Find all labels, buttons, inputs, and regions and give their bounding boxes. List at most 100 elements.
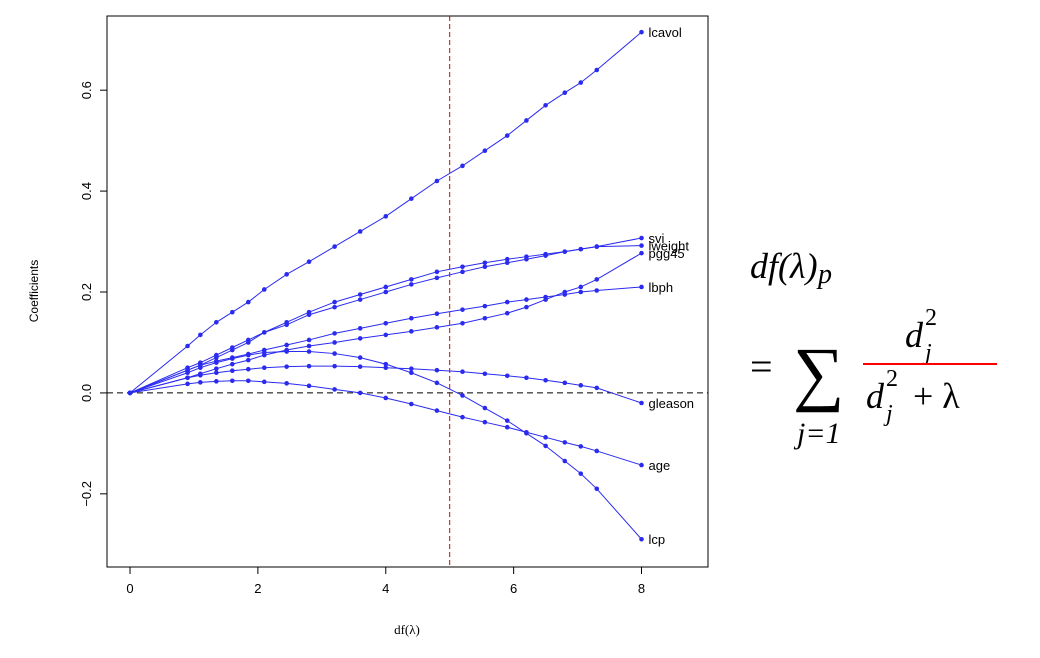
data-point <box>185 343 190 349</box>
data-point <box>214 319 219 325</box>
data-point <box>230 345 235 350</box>
data-point <box>409 329 414 334</box>
data-point <box>504 418 510 423</box>
data-point <box>434 311 440 317</box>
data-point <box>504 373 510 379</box>
data-point <box>261 287 267 292</box>
data-point <box>409 370 414 376</box>
data-point <box>543 103 548 108</box>
data-point <box>434 269 440 275</box>
series-label: gleason <box>649 396 695 411</box>
formula-lhs: df(λ) <box>750 246 818 286</box>
data-point <box>639 462 644 468</box>
series-line <box>129 245 642 394</box>
data-point <box>409 366 414 372</box>
data-point <box>409 196 414 201</box>
data-point <box>434 178 440 184</box>
data-point <box>504 299 510 305</box>
data-point <box>434 408 440 413</box>
series-label: pgg45 <box>649 246 685 261</box>
x-tick-label: 8 <box>638 581 645 596</box>
data-point <box>383 365 389 370</box>
data-point <box>594 277 600 282</box>
data-point <box>284 342 289 348</box>
data-point <box>460 264 465 270</box>
x-tick-label: 0 <box>126 581 133 596</box>
data-point <box>357 336 363 341</box>
data-point <box>306 312 312 318</box>
series-line <box>129 31 642 394</box>
data-point <box>383 284 389 290</box>
data-point <box>214 379 219 384</box>
data-point <box>127 390 133 396</box>
data-point <box>639 243 644 248</box>
data-point <box>460 369 465 375</box>
data-point <box>357 390 363 396</box>
data-point <box>562 440 568 445</box>
series-line <box>129 380 642 466</box>
data-point <box>524 256 529 262</box>
data-point <box>524 304 529 310</box>
data-point <box>383 361 389 367</box>
data-point <box>504 260 510 266</box>
data-point <box>306 349 312 354</box>
data-point <box>543 443 548 449</box>
data-point <box>383 320 389 326</box>
data-point <box>460 414 465 420</box>
formula-den-sup: 2 <box>886 366 898 392</box>
data-point <box>383 332 389 338</box>
formula-sum-lower: j=1 <box>793 417 841 450</box>
data-point <box>434 275 440 281</box>
data-point <box>639 400 644 406</box>
data-point <box>482 371 488 377</box>
data-point <box>185 375 190 381</box>
data-point <box>594 448 600 454</box>
data-point <box>230 356 235 361</box>
data-point <box>482 303 488 309</box>
formula-equals: = <box>750 344 773 389</box>
data-point <box>482 260 488 266</box>
data-point <box>383 395 389 401</box>
data-point <box>639 284 644 290</box>
data-point <box>245 352 251 358</box>
data-point <box>482 419 488 425</box>
formula-den-rest: + λ <box>913 376 960 416</box>
data-point <box>198 365 203 370</box>
data-point <box>562 458 568 464</box>
data-point <box>230 368 235 374</box>
data-point <box>543 378 548 383</box>
data-point <box>594 67 600 73</box>
data-point <box>460 393 465 398</box>
data-point <box>284 349 289 354</box>
series-label: svi <box>649 231 665 246</box>
data-point <box>261 379 267 385</box>
x-tick-label: 2 <box>254 581 261 596</box>
data-point <box>460 320 465 326</box>
data-point <box>543 253 548 258</box>
data-point <box>245 299 251 305</box>
series-label: lcavol <box>649 25 682 40</box>
data-point <box>460 269 465 275</box>
data-point <box>332 244 337 249</box>
data-point <box>594 486 600 492</box>
data-point <box>460 163 465 169</box>
data-point <box>482 264 488 270</box>
y-tick-label: 0.2 <box>79 283 94 301</box>
data-point <box>562 90 568 95</box>
formula-den-base: d <box>866 376 885 416</box>
formula-num-sub: j <box>922 340 932 366</box>
data-point <box>434 325 440 330</box>
data-point <box>198 372 203 378</box>
data-point <box>357 297 363 302</box>
data-point <box>306 383 312 389</box>
data-point <box>562 380 568 386</box>
data-point <box>460 307 465 312</box>
formula-num-base: d <box>905 315 924 355</box>
series-label: lweight <box>649 239 690 254</box>
data-point <box>332 331 337 336</box>
data-point <box>214 352 219 358</box>
data-point <box>284 381 289 386</box>
data-point <box>245 337 251 343</box>
data-point <box>306 343 312 349</box>
data-point <box>357 229 363 234</box>
